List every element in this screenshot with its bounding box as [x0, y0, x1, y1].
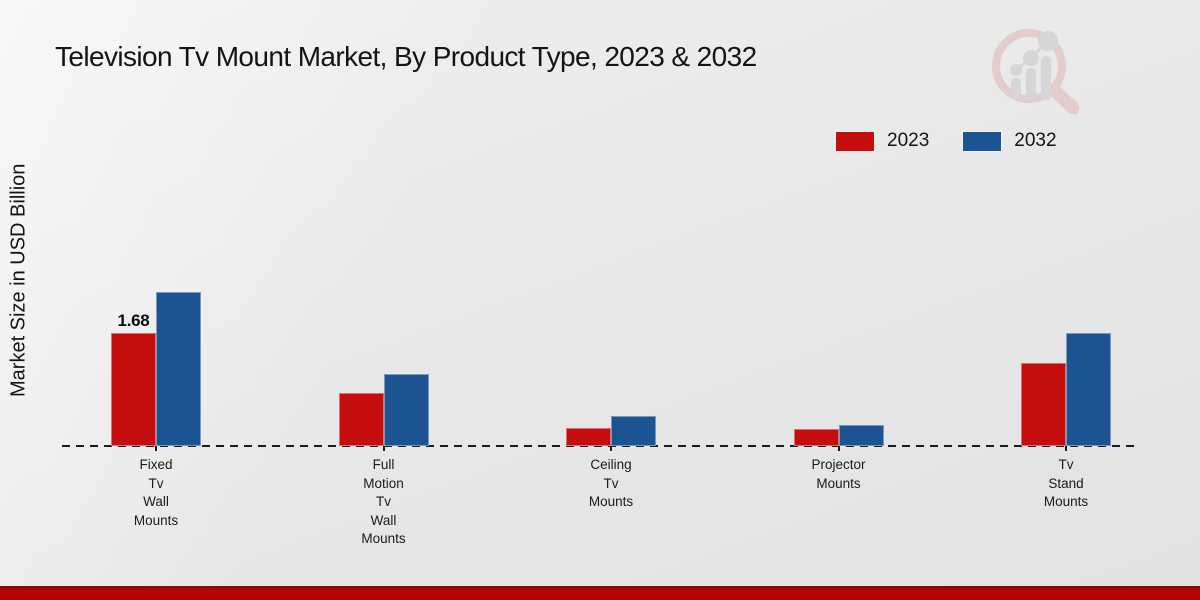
bottom-red-stripe — [0, 586, 1200, 600]
bar-2032-tv-stand-mounts — [1066, 333, 1111, 446]
bar-2023-ceiling-tv-mounts — [566, 428, 611, 446]
bar-2023-fixed-tv-wall-mounts — [111, 333, 156, 446]
category-label-tv-stand-mounts: Tv Stand Mounts — [1043, 457, 1089, 509]
magnifier-bar-chart-logo-icon — [992, 29, 1080, 114]
bar-2032-ceiling-tv-mounts — [611, 416, 656, 446]
legend: 2023 2032 — [836, 130, 1057, 152]
legend-label-2023: 2023 — [887, 130, 930, 151]
legend-item-2023: 2023 — [836, 130, 929, 152]
bar-2023-tv-stand-mounts — [1021, 363, 1066, 446]
legend-swatch-2023 — [836, 131, 874, 151]
bar-2032-projector-mounts — [838, 425, 884, 446]
category-label-full-motion-tv-wall-mounts: Full Motion Tv Wall Mounts — [361, 457, 406, 546]
chart-title: Television Tv Mount Market, By Product T… — [55, 41, 757, 72]
category-label-ceiling-tv-mounts: Ceiling Tv Mounts — [588, 457, 634, 509]
bar-2032-full-motion-tv-wall-mounts — [383, 374, 429, 446]
bar-value-label: 1.68 — [117, 311, 150, 330]
x-axis-tick — [155, 446, 157, 451]
bar-2023-full-motion-tv-wall-mounts — [338, 393, 384, 446]
x-axis-tick — [837, 446, 840, 451]
category-label-projector-mounts: Projector Mounts — [811, 457, 866, 491]
legend-swatch-2032 — [963, 131, 1002, 151]
x-axis-tick — [1065, 446, 1067, 451]
legend-item-2032: 2032 — [963, 130, 1057, 152]
x-axis-tick — [382, 446, 385, 451]
x-axis-tick — [610, 446, 612, 451]
zero-baseline-dashed — [62, 445, 1140, 447]
legend-label-2032: 2032 — [1014, 130, 1057, 151]
category-label-fixed-tv-wall-mounts: Fixed Tv Wall Mounts — [133, 457, 179, 528]
bar-2023-projector-mounts — [793, 429, 839, 446]
bar-2032-fixed-tv-wall-mounts — [156, 292, 201, 446]
